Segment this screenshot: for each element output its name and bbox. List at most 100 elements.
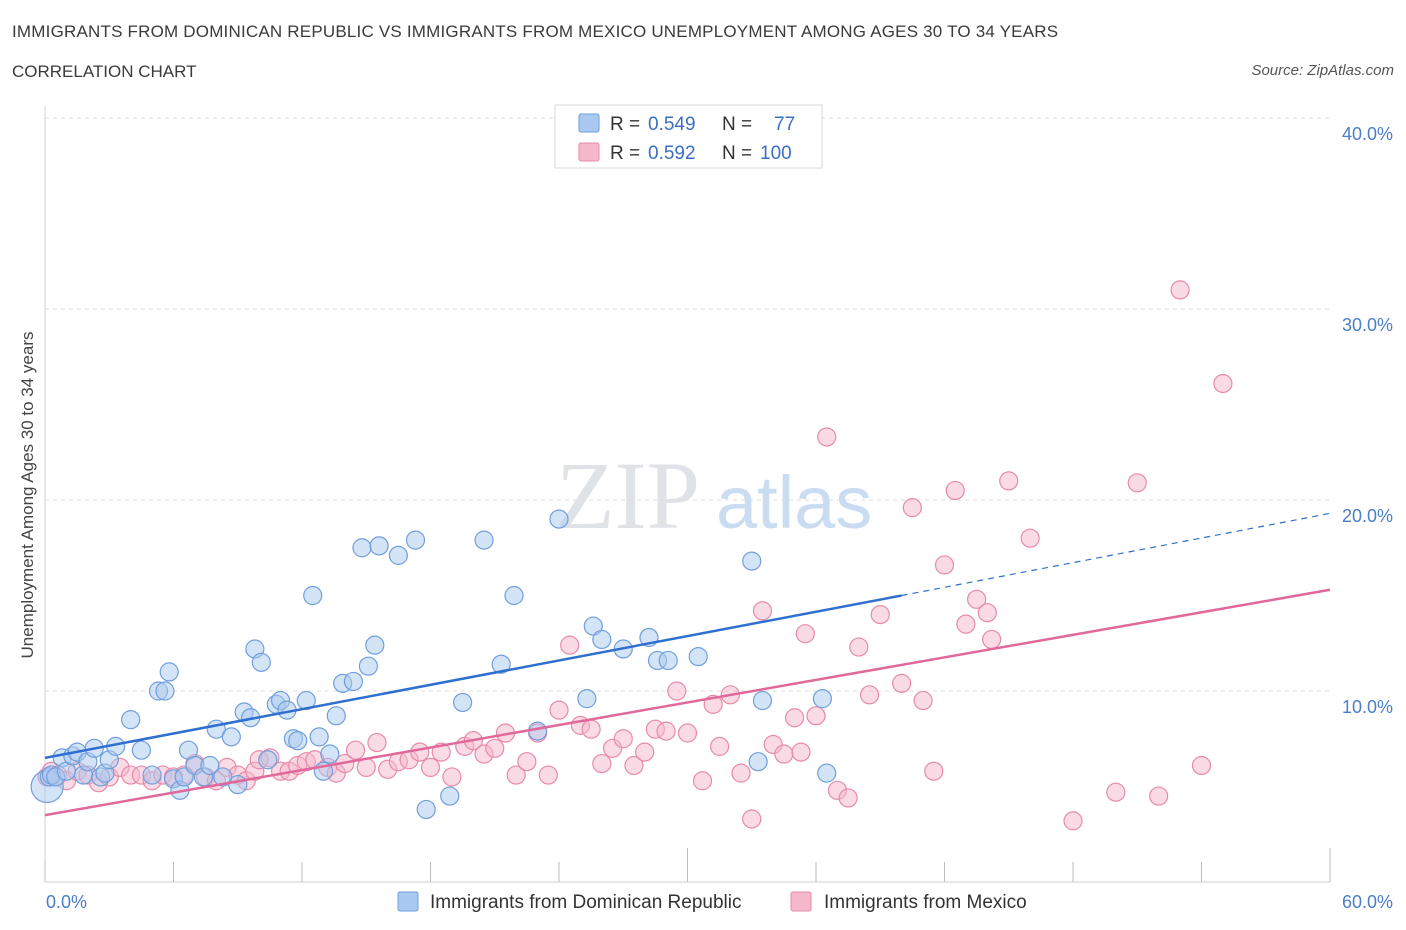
watermark: ZIP atlas bbox=[556, 442, 872, 549]
watermark-zip: ZIP bbox=[556, 442, 700, 549]
dominican-point bbox=[416, 799, 436, 820]
watermark-atlas: atlas bbox=[716, 461, 872, 544]
dominican-point bbox=[583, 616, 603, 636]
dominican-point bbox=[358, 656, 378, 676]
legend-n-value-dominican: 77 bbox=[774, 114, 795, 135]
mexico-point bbox=[774, 744, 794, 764]
mexico-point bbox=[635, 742, 655, 762]
mexico-point bbox=[1191, 755, 1212, 776]
mexico-point bbox=[795, 624, 815, 644]
mexico-point bbox=[1170, 280, 1190, 300]
mexico-point bbox=[784, 708, 805, 728]
mexico-point bbox=[817, 427, 837, 447]
mexico-point bbox=[667, 681, 687, 701]
correlation-legend: R = 0.549 N = 77 R = 0.592 N = 100 bbox=[554, 104, 823, 169]
mexico-point bbox=[710, 736, 730, 756]
mexico-point bbox=[345, 740, 366, 760]
mexico-point bbox=[581, 719, 601, 739]
mexico-point bbox=[1020, 528, 1040, 548]
dominican-trend-extension bbox=[901, 512, 1331, 597]
legend-r-value-mexico: 0.592 bbox=[648, 143, 696, 164]
dominican-point bbox=[592, 629, 612, 650]
mexico-point bbox=[892, 673, 912, 693]
legend-swatch-mexico bbox=[578, 142, 600, 162]
y-tick-label: 10.0% bbox=[1342, 697, 1393, 717]
mexico-point bbox=[677, 723, 698, 743]
dominican-point bbox=[658, 650, 678, 671]
x-tick-label-min: 0.0% bbox=[46, 892, 87, 912]
dominican-point bbox=[221, 727, 241, 747]
mexico-trend-line bbox=[44, 588, 1331, 817]
dominican-point bbox=[812, 689, 833, 709]
mexico-point bbox=[1063, 811, 1083, 831]
dominican-point bbox=[155, 681, 175, 701]
dominican-point bbox=[320, 744, 340, 764]
dominican-point bbox=[369, 536, 389, 556]
dominican-point bbox=[142, 765, 162, 785]
y-tick-labels: 10.0% 20.0% 30.0% 40.0% bbox=[1342, 124, 1393, 717]
series-legend: Immigrants from Dominican Republic Immig… bbox=[397, 891, 1027, 913]
dominican-point bbox=[200, 755, 220, 776]
mexico-point bbox=[1106, 782, 1126, 802]
mexico-point bbox=[742, 809, 762, 829]
dominican-point bbox=[577, 689, 597, 709]
mexico-point bbox=[506, 765, 526, 785]
mexico-point bbox=[924, 761, 944, 781]
mexico-point bbox=[1213, 373, 1233, 394]
legend-box bbox=[554, 104, 823, 169]
dominican-point bbox=[752, 690, 773, 711]
mexico-point bbox=[1149, 786, 1169, 806]
dominican-point bbox=[405, 530, 426, 550]
mexico-point bbox=[410, 742, 430, 762]
legend-r-label-dominican: R = bbox=[610, 114, 640, 135]
mexico-point bbox=[624, 755, 644, 776]
dominican-point bbox=[228, 774, 248, 795]
dominican-point bbox=[365, 635, 385, 655]
mexico-point bbox=[956, 614, 976, 634]
axes bbox=[44, 106, 1331, 883]
series-legend-swatch-dominican bbox=[397, 891, 419, 912]
mexico-point bbox=[560, 635, 580, 655]
mexico-point bbox=[692, 771, 713, 791]
dominican-point bbox=[474, 530, 494, 550]
dominican-point bbox=[453, 692, 473, 713]
dominican-point bbox=[131, 740, 151, 760]
dominican-point bbox=[303, 585, 323, 606]
series-legend-label-dominican: Immigrants from Dominican Republic bbox=[430, 892, 742, 913]
mexico-point bbox=[442, 767, 462, 787]
y-tick-label: 20.0% bbox=[1342, 506, 1393, 526]
dominican-point bbox=[742, 551, 762, 571]
dominican-point bbox=[748, 752, 768, 772]
chart-subtitle: CORRELATION CHART bbox=[12, 62, 197, 81]
mexico-point bbox=[838, 788, 858, 808]
mexico-point bbox=[656, 721, 676, 741]
legend-r-value-dominican: 0.549 bbox=[648, 114, 696, 135]
mexico-points bbox=[37, 280, 1233, 831]
mexico-point bbox=[592, 753, 612, 774]
mexico-point bbox=[934, 555, 955, 575]
dominican-point bbox=[121, 710, 141, 730]
dominican-point bbox=[549, 509, 569, 529]
dominican-point bbox=[504, 585, 524, 606]
x-tick-label-max: 60.0% bbox=[1342, 892, 1393, 912]
mexico-point bbox=[485, 738, 505, 758]
dominican-point bbox=[352, 538, 372, 558]
mexico-point bbox=[849, 637, 869, 657]
y-tick-label: 40.0% bbox=[1342, 124, 1393, 144]
mexico-point bbox=[913, 690, 933, 711]
dominican-point bbox=[251, 652, 271, 672]
series-legend-label-mexico: Immigrants from Mexico bbox=[824, 892, 1027, 913]
mexico-point bbox=[902, 498, 922, 518]
mexico-point bbox=[982, 629, 1002, 650]
trend-lines bbox=[44, 512, 1331, 817]
mexico-point bbox=[791, 742, 811, 762]
legend-swatch-dominican bbox=[578, 113, 600, 133]
mexico-point bbox=[859, 685, 880, 705]
mexico-point bbox=[870, 604, 890, 625]
mexico-point bbox=[967, 589, 987, 609]
dominican-point bbox=[388, 545, 408, 565]
dominican-points bbox=[30, 509, 837, 820]
mexico-point bbox=[517, 752, 537, 772]
mexico-point bbox=[977, 603, 997, 623]
mexico-point bbox=[731, 763, 751, 783]
